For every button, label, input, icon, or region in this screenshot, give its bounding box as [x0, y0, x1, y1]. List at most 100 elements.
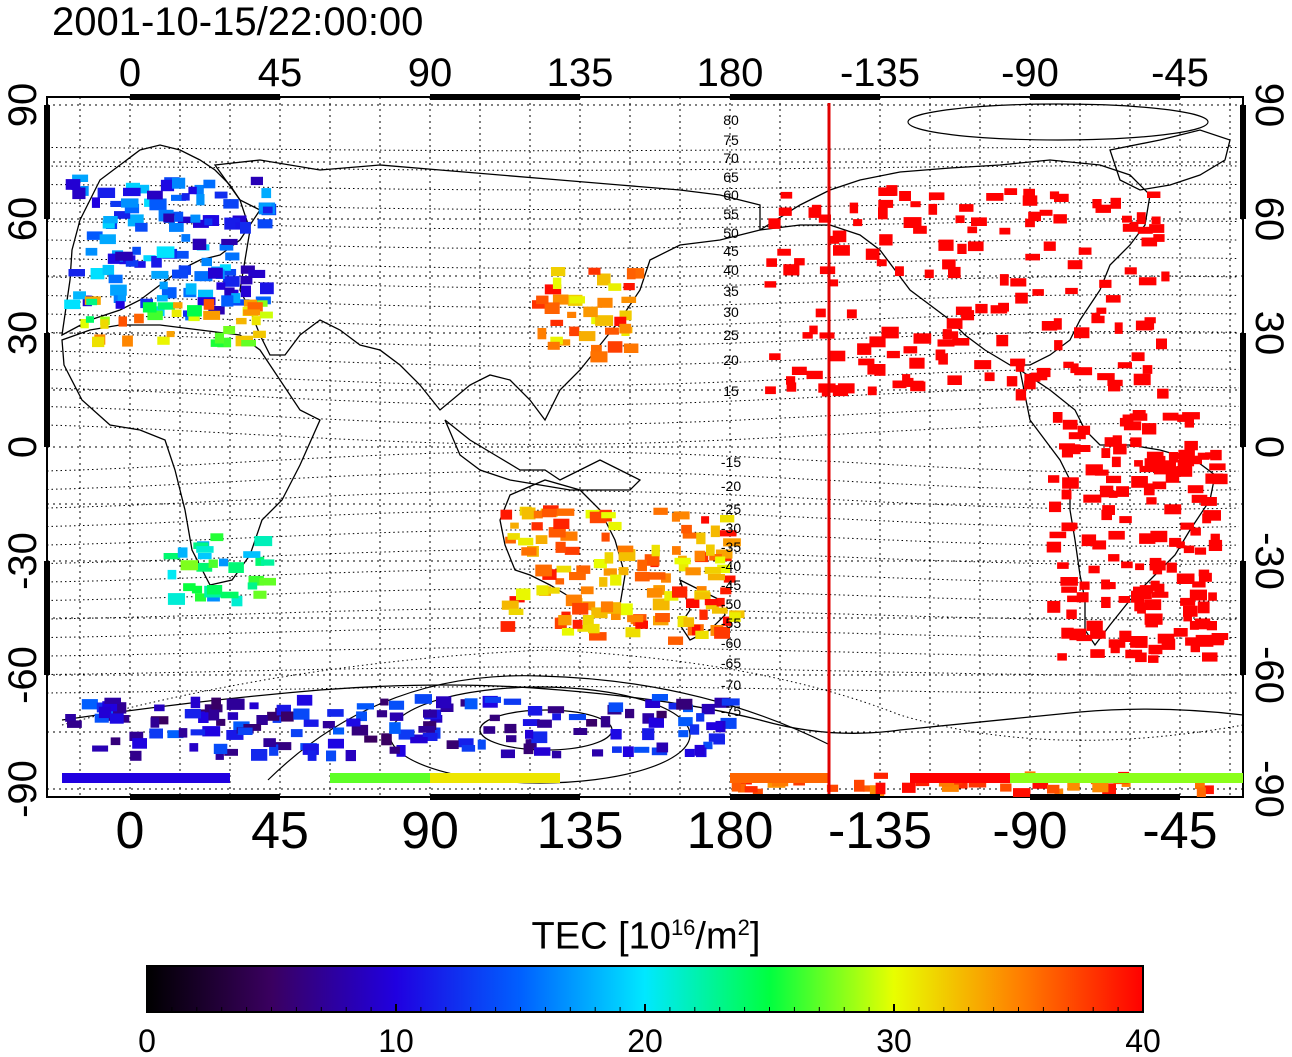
tec-cell [261, 188, 272, 199]
contour-label: 80 [723, 112, 739, 128]
tec-cell [1079, 445, 1091, 452]
tec-cell [1092, 199, 1102, 209]
tec-cell [327, 738, 344, 749]
tec-cell [489, 714, 500, 722]
tec-cell [125, 260, 139, 267]
tec-cell [778, 207, 792, 216]
tec-cell [223, 199, 239, 209]
tec-cell [677, 615, 688, 628]
tec-cell [610, 574, 622, 586]
tec-cell [236, 317, 247, 325]
tec-cell [232, 299, 250, 306]
tec-cell [333, 727, 345, 735]
right-axis-bar [1240, 333, 1246, 447]
tec-cell [1091, 630, 1106, 639]
tec-cell [903, 346, 918, 354]
tec-cell [1063, 444, 1081, 455]
tec-cell [924, 269, 934, 279]
tec-cell [974, 360, 992, 370]
tec-cell [326, 750, 337, 762]
tec-cell [147, 190, 163, 200]
tec-cell [461, 745, 476, 752]
tec-cell [85, 316, 94, 323]
contour-line [47, 183, 1240, 191]
coastline-path [213, 159, 761, 422]
tec-cell [1028, 211, 1041, 222]
contour-line [47, 202, 1240, 210]
tec-cell [103, 216, 118, 224]
tec-cell [1091, 312, 1101, 321]
contour-line [47, 367, 1240, 387]
top-lon-label: 90 [408, 51, 453, 95]
tec-cell [1057, 562, 1069, 569]
tec-cell [1085, 464, 1103, 476]
tec-cell [996, 334, 1009, 347]
tec-cell [118, 316, 127, 327]
tec-cell [703, 741, 713, 750]
tec-cell [942, 259, 956, 270]
tec-cell [808, 207, 819, 218]
tec-cell [619, 323, 632, 334]
left-lat-label: -90 [1, 760, 45, 818]
tec-cell [1062, 477, 1079, 489]
contour-line [47, 588, 1240, 602]
tec-cell [647, 572, 666, 580]
tec-cell [1151, 591, 1169, 598]
tec-cell [768, 218, 781, 229]
contour-line [47, 404, 1240, 426]
tec-cell [356, 703, 374, 710]
tec-cell [259, 577, 276, 586]
tec-cell [1015, 292, 1028, 304]
tec-cell [204, 218, 213, 226]
top-axis-bar [130, 94, 280, 100]
tec-cell [227, 712, 239, 720]
tec-cell [1074, 327, 1090, 339]
contour-label: -25 [721, 501, 741, 517]
tec-cell [1136, 212, 1146, 225]
top-axis-bar [1030, 94, 1180, 100]
tec-cell [1108, 530, 1125, 540]
tec-cell [91, 197, 100, 208]
tec-cell [909, 357, 925, 369]
tec-cell [597, 297, 613, 308]
tec-cell [1122, 223, 1138, 232]
tec-cell [1156, 338, 1167, 350]
contour-label: -65 [721, 655, 741, 671]
tec-cell [1139, 585, 1154, 594]
tec-cell [699, 609, 708, 620]
contour-label: 55 [723, 206, 739, 222]
tec-cell [181, 234, 191, 242]
tec-cell [553, 518, 570, 529]
tec-cell [1032, 289, 1044, 296]
tec-cell [651, 544, 660, 557]
tec-cell [678, 717, 693, 727]
tec-cell [592, 749, 604, 757]
tec-cell [209, 708, 220, 721]
tec-cell [618, 567, 629, 576]
tec-cell [626, 268, 636, 280]
tec-cell [168, 211, 184, 222]
tec-cell [552, 294, 569, 305]
tec-cell [130, 750, 142, 761]
tec-cell [873, 772, 888, 779]
left-lat-label: -30 [1, 532, 45, 590]
tec-cell [622, 746, 634, 757]
tec-cell [1006, 376, 1018, 387]
tec-cell [276, 704, 291, 716]
tec-cell [1191, 494, 1208, 503]
tec-cell [854, 779, 865, 792]
tec-cell [1180, 597, 1196, 606]
tec-cell [221, 295, 234, 307]
tec-cell [157, 302, 175, 310]
tec-cell [550, 336, 563, 345]
tec-cell [351, 724, 369, 736]
tec-cell [226, 698, 245, 710]
tec-cell [815, 308, 826, 318]
tec-cell [1046, 541, 1062, 553]
tec-cell [99, 234, 116, 245]
tec-cell [1185, 637, 1200, 646]
tec-cell [550, 319, 564, 326]
tec-cell [150, 716, 169, 725]
tec-cell [910, 381, 926, 392]
tec-cell [1117, 362, 1132, 369]
